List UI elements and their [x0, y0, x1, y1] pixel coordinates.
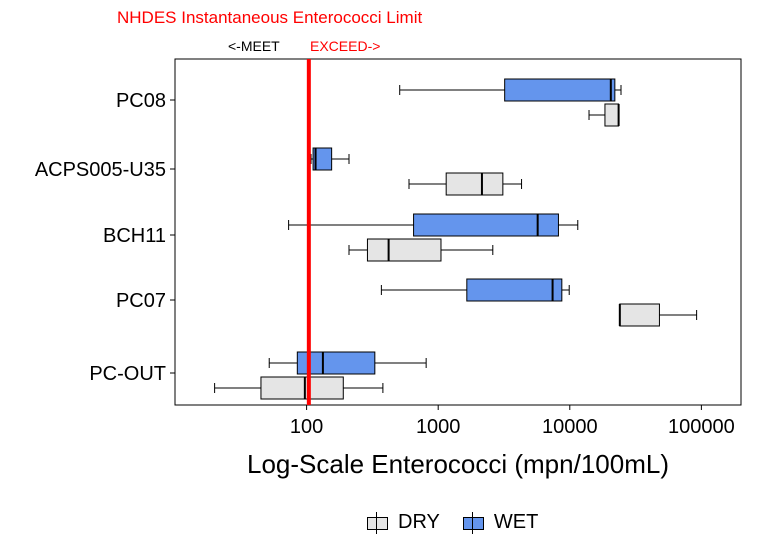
x-tick-label: 1000 [416, 416, 461, 438]
limit-line-title: NHDES Instantaneous Enterococci Limit [117, 8, 423, 27]
legend: DRY WET [366, 511, 560, 534]
box-wet-acps005-u35 [312, 147, 333, 171]
y-tick-label: PC-OUT [89, 363, 166, 385]
box-dry-pc-out [260, 376, 344, 400]
box-wet-pc-out [296, 351, 376, 375]
y-tick-label: ACPS005-U35 [35, 159, 166, 181]
exceed-label: EXCEED-> [310, 38, 381, 54]
y-tick-label: PC07 [116, 290, 166, 312]
legend-key-dry [366, 511, 388, 534]
legend-key-wet [462, 511, 484, 534]
box-wet-pc08 [504, 78, 616, 102]
box-wet-bch11 [413, 213, 559, 237]
legend-label-wet: WET [493, 511, 539, 533]
box-dry-pc07 [619, 303, 660, 327]
box-dry-pc08 [604, 103, 620, 127]
y-tick-label: BCH11 [103, 225, 166, 247]
meet-label: <-MEET [228, 38, 280, 54]
box-wet-pc07 [466, 278, 563, 302]
x-tick-label: 10000 [542, 416, 598, 438]
x-axis-label: Log-Scale Enterococci (mpn/100mL) [247, 449, 669, 479]
box-dry-bch11 [366, 238, 442, 262]
x-tick-label: 100 [290, 416, 323, 438]
y-tick-label: PC08 [116, 90, 166, 112]
legend-label-dry: DRY [398, 511, 440, 533]
box-dry-acps005-u35 [445, 172, 504, 196]
x-tick-label: 100000 [668, 416, 735, 438]
